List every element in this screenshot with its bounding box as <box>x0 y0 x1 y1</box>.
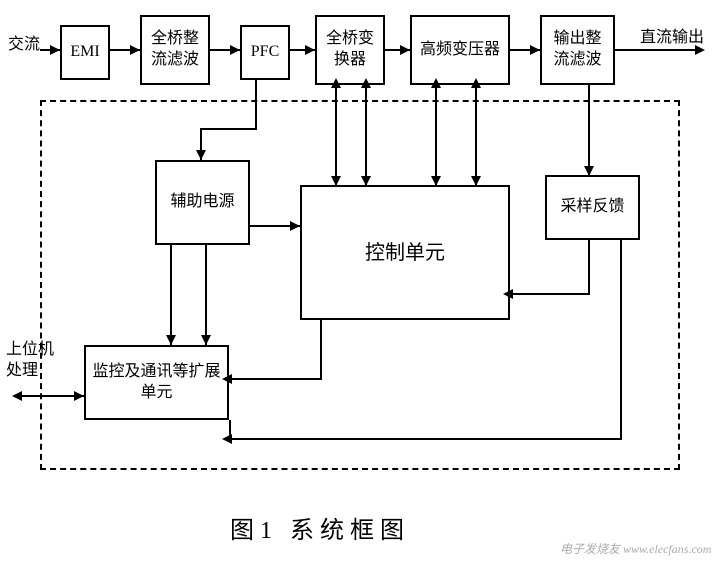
arrowhead-hf-out <box>530 45 540 55</box>
arrowhead-ctrl-fb-2d <box>361 176 371 186</box>
arrow-aux-mon-1 <box>170 245 172 345</box>
sample-fb-box: 采样反馈 <box>545 175 640 240</box>
arrowhead-emi-rect <box>130 45 140 55</box>
arrowhead-ac-emi <box>50 45 60 55</box>
arrowhead-ctrl-hf-1u <box>431 78 441 88</box>
arrow-pfc-aux-v <box>255 80 257 130</box>
arrow-ctrl-fb-2 <box>365 85 367 185</box>
arrow-out-sample <box>588 85 590 175</box>
hf-transformer-box: 高频变压器 <box>410 15 510 85</box>
arrow-sample-ctrl-h <box>510 293 590 295</box>
arrowhead-ctrl-fb-1u <box>331 78 341 88</box>
arrow-ctrl-mon-v <box>320 320 322 380</box>
arrowhead-ctrl-hf-2u <box>471 78 481 88</box>
arrowhead-pfc-aux <box>196 150 206 160</box>
arrowhead-ctrl-fb-1d <box>331 176 341 186</box>
arrowhead-rect-pfc <box>230 45 240 55</box>
control-unit-box: 控制单元 <box>300 185 510 320</box>
watermark: 电子发烧友 www.elecfans.com <box>560 540 711 557</box>
rect-filter-box: 全桥整流滤波 <box>140 15 210 85</box>
arrow-ctrl-fb-1 <box>335 85 337 185</box>
arrowhead-longfb-final <box>222 434 232 444</box>
arrow-sample-ctrl-v <box>588 240 590 295</box>
arrowhead-pfc-fb <box>305 45 315 55</box>
arrowhead-host-mon-l <box>12 391 22 401</box>
system-block-diagram: 交流 直流输出 EMI 全桥整流滤波 PFC 全桥变换器 高频变压器 输出整流滤… <box>0 0 713 571</box>
arrow-sample-mon-h2 <box>229 438 622 440</box>
arrowhead-host-mon-r <box>74 391 84 401</box>
arrowhead-aux-mon-1 <box>166 335 176 345</box>
arrow-out-dc <box>615 49 700 51</box>
pfc-box: PFC <box>240 25 290 80</box>
arrowhead-aux-ctrl <box>290 221 300 231</box>
arrowhead-fb-hf <box>400 45 410 55</box>
arrow-ctrl-mon-h <box>229 378 322 380</box>
arrowhead-ctrl-mon <box>222 374 232 384</box>
arrowhead-ctrl-fb-2u <box>361 78 371 88</box>
aux-power-box: 辅助电源 <box>155 160 250 245</box>
arrow-sample-mon-v <box>620 240 622 440</box>
out-rect-filter-box: 输出整流滤波 <box>540 15 615 85</box>
host-proc-label: 上位机处理 <box>6 340 66 382</box>
emi-box: EMI <box>60 25 110 80</box>
arrow-pfc-aux-h <box>200 128 257 130</box>
arrow-ctrl-hf-1 <box>435 85 437 185</box>
arrowhead-out-sample <box>584 166 594 176</box>
arrowhead-out-dc <box>695 45 705 55</box>
arrowhead-ctrl-hf-1d <box>431 176 441 186</box>
arrow-aux-mon-2 <box>205 245 207 345</box>
ac-input-label: 交流 <box>8 35 40 56</box>
figure-caption: 图1 系统框图 <box>230 510 410 545</box>
arrowhead-ctrl-hf-2d <box>471 176 481 186</box>
arrowhead-sample-ctrl <box>503 289 513 299</box>
arrowhead-aux-mon-2 <box>201 335 211 345</box>
arrow-ctrl-hf-2 <box>475 85 477 185</box>
fb-converter-box: 全桥变换器 <box>315 15 385 85</box>
monitor-comm-box: 监控及通讯等扩展单元 <box>84 345 229 420</box>
